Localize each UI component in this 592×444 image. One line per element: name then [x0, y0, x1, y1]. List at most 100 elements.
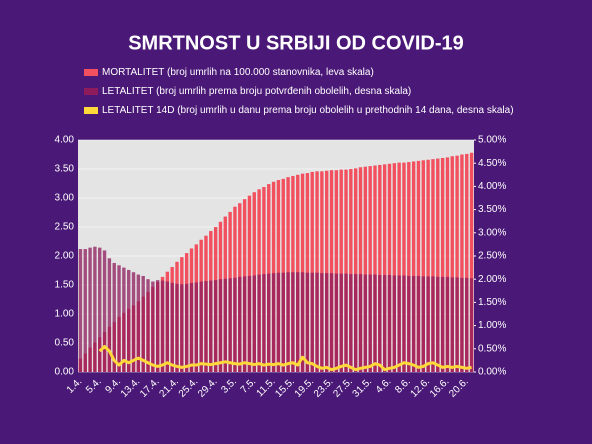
- bar: [131, 272, 136, 372]
- bar: [325, 273, 329, 372]
- x-tick-label: 21.4.: [157, 376, 181, 400]
- bar: [358, 274, 363, 372]
- bar: [382, 164, 387, 372]
- bar: [460, 154, 464, 372]
- x-tick-label: 13.4.: [119, 376, 143, 400]
- bar: [233, 277, 237, 372]
- bar: [402, 275, 406, 372]
- x-tick-label: 19.5.: [293, 376, 317, 400]
- legend-swatch: [84, 107, 98, 114]
- bar: [296, 272, 300, 372]
- bar: [431, 159, 435, 372]
- bar: [238, 276, 242, 372]
- bar: [146, 279, 150, 372]
- y2-tick-label: 1.50%: [478, 297, 506, 308]
- bar: [469, 278, 474, 372]
- bar: [378, 164, 382, 372]
- bar: [88, 247, 92, 372]
- bar: [363, 166, 368, 372]
- x-tick-label: 12.6.: [409, 376, 433, 400]
- x-tick-label: 25.4.: [177, 376, 201, 400]
- bar: [426, 159, 430, 372]
- x-tick-label: 17.4.: [138, 376, 162, 400]
- x-tick-label: 4.6.: [374, 376, 394, 396]
- bar: [416, 275, 421, 372]
- bar: [78, 249, 83, 372]
- legend-item: MORTALITET (broj umrlih na 100.000 stano…: [84, 66, 514, 79]
- bar: [411, 161, 416, 372]
- x-tick-label: 15.5.: [273, 376, 297, 400]
- x-tick-label: 27.5.: [331, 376, 355, 400]
- bar: [387, 275, 392, 372]
- bar: [450, 156, 454, 372]
- bar: [450, 277, 454, 372]
- bar: [445, 157, 450, 372]
- bar: [436, 276, 440, 372]
- bar: [127, 269, 131, 372]
- y-tick-label: 1.50: [55, 280, 75, 291]
- bar: [329, 170, 334, 372]
- bar: [141, 275, 145, 372]
- y2-tick-label: 2.50%: [478, 251, 506, 262]
- bar: [363, 274, 368, 372]
- bar: [436, 158, 440, 372]
- legend: MORTALITET (broj umrlih na 100.000 stano…: [84, 66, 514, 123]
- bar: [117, 265, 121, 372]
- y-tick-label: 0.50: [55, 338, 75, 349]
- bar: [392, 275, 397, 372]
- y-tick-label: 3.50: [55, 164, 75, 175]
- y-tick-label: 2.00: [55, 251, 75, 262]
- legend-item: LETALITET 14D (broj umrlih u danu prema …: [84, 104, 514, 117]
- bar: [455, 277, 459, 372]
- bar: [262, 274, 266, 372]
- bar: [276, 272, 281, 372]
- bar: [136, 274, 141, 372]
- bar: [180, 284, 184, 372]
- bar: [349, 169, 353, 372]
- bar: [373, 274, 377, 372]
- bar: [465, 277, 469, 372]
- y2-tick-label: 2.00%: [478, 274, 506, 285]
- y2-tick-label: 3.00%: [478, 227, 506, 238]
- bar: [315, 272, 319, 372]
- bar: [392, 163, 397, 372]
- bar: [228, 278, 232, 372]
- bar: [155, 280, 160, 372]
- bar: [247, 275, 252, 372]
- bar: [344, 273, 348, 372]
- bar: [281, 272, 285, 372]
- bar: [339, 169, 343, 372]
- bar: [402, 162, 406, 372]
- bar: [353, 274, 358, 372]
- bar: [310, 272, 314, 372]
- y2-tick-label: 4.00%: [478, 181, 506, 192]
- x-tick-label: 16.6.: [428, 376, 452, 400]
- y-tick-label: 1.00: [55, 309, 75, 320]
- chart-title: SMRTNOST U SRBIJI OD COVID-19: [128, 32, 464, 54]
- bar: [83, 249, 87, 372]
- bar: [112, 262, 116, 372]
- bar: [431, 276, 435, 372]
- x-tick-label: 20.6.: [447, 376, 471, 400]
- bar: [358, 167, 363, 372]
- x-tick-label: 29.4.: [196, 376, 220, 400]
- legend-label: LETALITET 14D (broj umrlih u danu prema …: [102, 105, 514, 116]
- x-tick-label: 11.5.: [255, 376, 278, 399]
- bar: [339, 273, 343, 372]
- legend-swatch: [84, 69, 98, 76]
- bar: [440, 157, 445, 372]
- bar: [378, 275, 382, 372]
- bar: [102, 250, 107, 372]
- bar: [334, 170, 339, 372]
- bar: [271, 273, 276, 372]
- bar: [267, 273, 271, 372]
- bar: [170, 282, 174, 372]
- bar: [223, 278, 227, 372]
- bar: [455, 155, 459, 372]
- bar: [305, 272, 310, 372]
- y-tick-label: 3.00: [55, 193, 75, 204]
- bar: [469, 152, 474, 372]
- bar: [416, 160, 421, 372]
